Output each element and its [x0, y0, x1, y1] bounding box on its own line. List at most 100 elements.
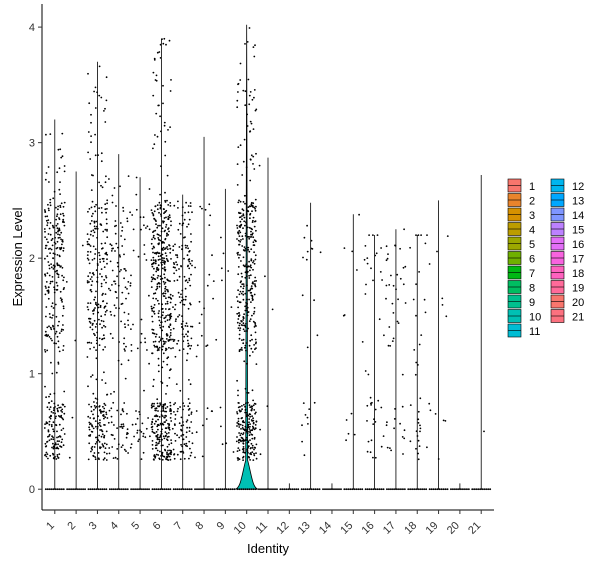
- data-point: [155, 288, 158, 291]
- data-point: [62, 214, 65, 217]
- zero-point: [336, 488, 338, 491]
- zero-point: [264, 488, 266, 491]
- data-point: [158, 324, 161, 327]
- data-point: [173, 272, 176, 275]
- legend-label: 2: [529, 196, 535, 208]
- data-point: [259, 453, 262, 456]
- data-point: [155, 453, 158, 456]
- data-point: [98, 181, 100, 184]
- data-point: [186, 281, 189, 284]
- data-point: [374, 408, 377, 411]
- data-point: [252, 404, 255, 407]
- data-point: [305, 258, 308, 261]
- data-point: [165, 257, 168, 260]
- data-point: [161, 314, 164, 317]
- data-point: [415, 361, 418, 364]
- data-point: [96, 398, 99, 400]
- data-point: [195, 431, 198, 434]
- data-point: [393, 427, 395, 430]
- data-point: [242, 316, 245, 318]
- data-point: [161, 415, 164, 417]
- data-point: [190, 421, 193, 423]
- data-point: [419, 427, 422, 430]
- data-point: [130, 443, 133, 445]
- data-point: [163, 217, 166, 219]
- zero-point: [236, 488, 239, 491]
- data-point: [181, 333, 184, 336]
- data-point: [253, 344, 256, 346]
- data-point: [302, 402, 305, 404]
- data-point: [252, 268, 254, 271]
- data-point: [45, 281, 48, 283]
- data-point: [366, 420, 368, 422]
- data-point: [103, 442, 106, 445]
- data-point: [383, 334, 385, 337]
- data-point: [167, 449, 169, 452]
- data-point: [165, 419, 168, 422]
- data-point: [254, 412, 256, 415]
- data-point: [388, 284, 391, 286]
- plot-area: [43, 24, 492, 491]
- data-point: [370, 439, 373, 442]
- data-point: [153, 415, 156, 417]
- data-point: [56, 446, 59, 449]
- data-point: [252, 261, 254, 264]
- data-point: [173, 457, 176, 460]
- data-point: [159, 422, 162, 425]
- data-point: [169, 316, 172, 319]
- data-point: [420, 234, 422, 237]
- data-point: [151, 448, 154, 450]
- zero-point: [396, 488, 398, 491]
- data-point: [251, 221, 254, 224]
- data-point: [169, 251, 172, 254]
- data-point: [93, 231, 96, 234]
- data-point: [125, 269, 127, 272]
- data-point: [56, 213, 59, 216]
- data-point: [89, 422, 92, 425]
- data-point: [441, 297, 444, 300]
- data-point: [420, 334, 423, 336]
- legend-label: 17: [572, 254, 584, 266]
- data-point: [106, 230, 108, 232]
- data-point: [174, 308, 176, 311]
- data-point: [52, 409, 55, 412]
- data-point: [238, 337, 241, 340]
- zero-point: [126, 488, 129, 491]
- legend-label: 4: [529, 225, 535, 237]
- data-point: [266, 405, 269, 408]
- data-point: [87, 131, 90, 133]
- data-point: [237, 417, 240, 420]
- data-point: [247, 401, 249, 404]
- data-point: [57, 233, 59, 236]
- violin-12: [280, 483, 299, 490]
- data-point: [97, 303, 100, 306]
- data-point: [150, 209, 153, 212]
- data-point: [158, 104, 160, 107]
- data-point: [190, 451, 193, 454]
- data-point: [187, 205, 190, 207]
- data-point: [153, 210, 156, 213]
- data-point: [63, 165, 66, 167]
- data-point: [103, 417, 105, 420]
- data-point: [62, 247, 65, 250]
- data-point: [252, 459, 255, 461]
- data-point: [120, 320, 122, 323]
- data-point: [372, 423, 375, 425]
- data-point: [165, 458, 168, 461]
- zero-point: [95, 488, 98, 491]
- data-point: [51, 224, 54, 227]
- data-point: [151, 440, 154, 442]
- data-point: [60, 231, 63, 234]
- data-point: [385, 424, 388, 427]
- data-point: [239, 240, 242, 243]
- data-point: [165, 223, 168, 226]
- data-point: [151, 420, 154, 423]
- data-point: [47, 289, 50, 292]
- data-point: [116, 458, 119, 460]
- data-point: [91, 280, 94, 283]
- data-point: [249, 425, 251, 428]
- data-point: [152, 405, 155, 408]
- zero-point: [330, 488, 332, 491]
- zero-point: [334, 488, 336, 491]
- data-point: [99, 304, 102, 307]
